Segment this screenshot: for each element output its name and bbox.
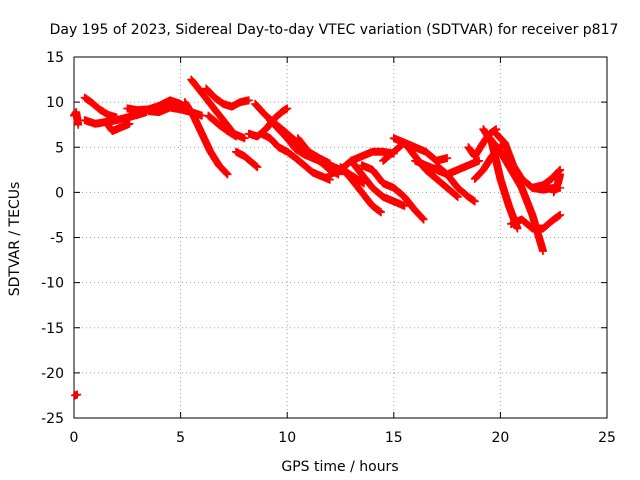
series-pass-08 bbox=[187, 75, 249, 143]
series-pass-07 bbox=[180, 98, 232, 179]
data-point-markers bbox=[357, 161, 428, 224]
y-tick-label: 10 bbox=[46, 95, 64, 111]
data-point-markers bbox=[202, 84, 253, 111]
data-point-markers bbox=[180, 98, 232, 179]
series-pass-30 bbox=[507, 210, 565, 233]
x-tick-label: 15 bbox=[385, 430, 403, 446]
series-pass-02 bbox=[80, 93, 121, 122]
y-tick-label: 15 bbox=[46, 50, 64, 66]
series-pass-20 bbox=[357, 161, 428, 224]
axis-ticks: 0 5 10 15 20 25 -25 -20 -15 -10 -5 0 5 10 15 bbox=[41, 50, 616, 446]
data-point-markers bbox=[80, 93, 121, 122]
x-tick-label: 10 bbox=[278, 430, 296, 446]
data-point-markers bbox=[71, 390, 82, 400]
y-tick-label: -20 bbox=[41, 366, 64, 382]
data-point-markers bbox=[232, 147, 262, 172]
data-point-markers bbox=[187, 75, 249, 143]
y-tick-label: 0 bbox=[55, 185, 64, 201]
y-tick-label: 5 bbox=[55, 140, 64, 156]
series-outlier bbox=[71, 390, 82, 400]
y-tick-label: -25 bbox=[41, 411, 64, 427]
x-tick-label: 5 bbox=[176, 430, 185, 446]
data-point-markers bbox=[549, 170, 565, 197]
series-pass-32 bbox=[549, 170, 565, 197]
data-point-markers bbox=[347, 156, 409, 210]
data-point-markers bbox=[432, 161, 479, 206]
x-tick-label: 25 bbox=[598, 430, 616, 446]
series-pass-09 bbox=[202, 84, 253, 111]
data-points bbox=[70, 75, 565, 400]
series-pass-10 bbox=[204, 111, 241, 141]
grid bbox=[74, 57, 607, 418]
data-point-markers bbox=[507, 210, 565, 233]
y-tick-label: -5 bbox=[50, 231, 64, 247]
chart-title: Day 195 of 2023, Sidereal Day-to-day VTE… bbox=[50, 22, 619, 38]
y-axis-label: SDTVAR / TECUs bbox=[7, 182, 23, 297]
x-axis-label: GPS time / hours bbox=[281, 459, 398, 475]
y-tick-label: -10 bbox=[41, 276, 64, 292]
data-point-markers bbox=[257, 129, 334, 184]
x-tick-label: 0 bbox=[70, 430, 79, 446]
series-pass-19 bbox=[347, 156, 409, 210]
series-pass-14 bbox=[257, 129, 334, 184]
series-pass-31 bbox=[528, 165, 565, 192]
y-tick-label: -15 bbox=[41, 321, 64, 337]
data-point-markers bbox=[204, 111, 241, 141]
data-point-markers bbox=[528, 165, 565, 192]
x-tick-label: 20 bbox=[491, 430, 509, 446]
series-pass-24 bbox=[432, 161, 479, 206]
data-point-markers bbox=[101, 117, 134, 136]
series-pass-18 bbox=[336, 163, 386, 217]
series-pass-04 bbox=[101, 117, 134, 136]
data-point-markers bbox=[70, 108, 83, 129]
series-pass-01 bbox=[70, 108, 83, 129]
data-point-markers bbox=[336, 163, 386, 217]
series-pass-11 bbox=[232, 147, 262, 172]
